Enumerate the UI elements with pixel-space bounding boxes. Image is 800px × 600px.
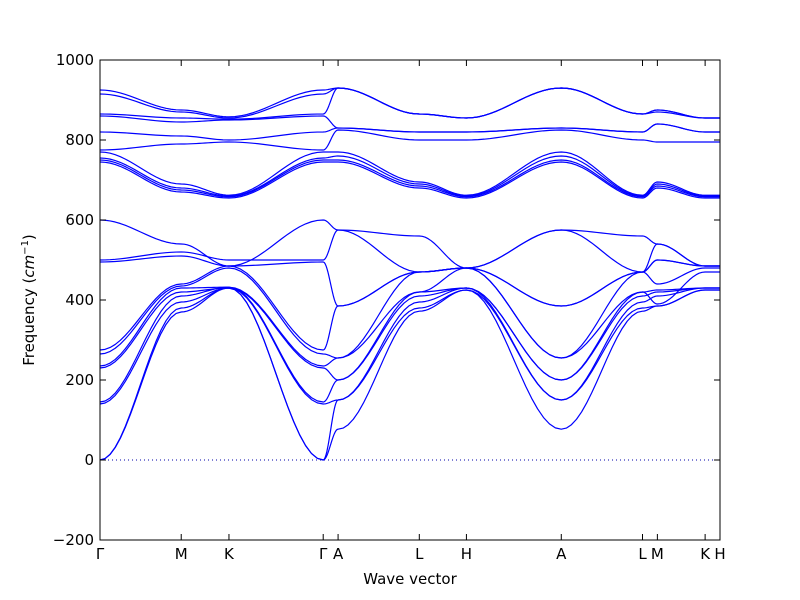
kpoint-label: Γ	[319, 545, 328, 563]
kpoint-label: K	[224, 545, 235, 563]
band-line-2	[99, 287, 720, 405]
y-tick-labels: −200 0 200 400 600 800 1000	[53, 51, 94, 549]
x-axis-label: Wave vector	[363, 570, 457, 588]
kpoint-label: H	[461, 545, 472, 563]
bands-layer	[99, 87, 720, 461]
kpoint-label: K	[700, 545, 711, 563]
y-tick-label: 400	[65, 291, 94, 309]
y-axis-label-suffix: )	[20, 234, 38, 240]
band-line-13	[99, 155, 720, 197]
y-axis-label: Frequency (cm−1)	[20, 234, 38, 366]
band-line-10	[99, 219, 720, 273]
band-line-17	[99, 115, 720, 133]
kpoint-label: L	[638, 545, 647, 563]
band-line-11	[99, 161, 720, 199]
kpoint-label: H	[714, 545, 725, 563]
y-tick-label: 800	[65, 131, 94, 149]
band-line-20	[99, 87, 720, 119]
kpoint-label: Γ	[96, 545, 105, 563]
band-line-5	[99, 267, 720, 367]
y-axis-label-exp: −1	[20, 240, 31, 255]
band-line-4	[99, 287, 720, 381]
kpoint-label: M	[651, 545, 664, 563]
y-tick-label: 1000	[56, 51, 94, 69]
y-tick-label: 200	[65, 371, 94, 389]
kpoint-label: M	[175, 545, 188, 563]
kpoint-label: A	[333, 545, 344, 563]
y-tick-label: 0	[84, 451, 94, 469]
y-tick-label: −200	[53, 531, 94, 549]
y-axis-label-prefix: Frequency (	[20, 278, 38, 366]
kpoint-label: A	[556, 545, 567, 563]
band-line-14	[99, 151, 720, 196]
band-line-15	[99, 129, 720, 151]
plot-frame	[99, 59, 721, 541]
kpoint-label: L	[415, 545, 424, 563]
y-tick-label: 600	[65, 211, 94, 229]
band-line-12	[99, 159, 720, 198]
y-axis-label-unit: cm	[20, 255, 38, 278]
